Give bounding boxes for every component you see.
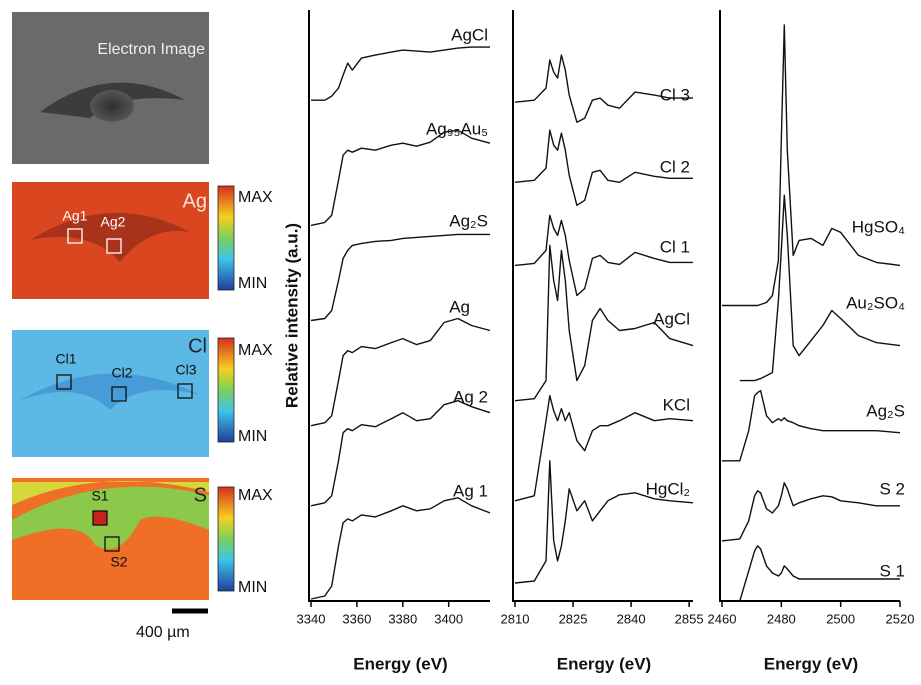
spectrum-line <box>739 194 901 382</box>
map-element: S <box>194 484 207 506</box>
spectrum-line <box>310 233 490 322</box>
cl-map: Cl Cl1 Cl2 Cl3 MAX MIN <box>12 330 273 457</box>
region-box <box>56 374 72 390</box>
series-label: Cl 3 <box>660 85 690 104</box>
color-bar-min: MIN <box>238 579 267 596</box>
series-label: HgSO₄ <box>852 217 905 236</box>
series-label: Ag₂S <box>866 401 905 420</box>
spectrum-line <box>722 389 901 462</box>
color-bar-min: MIN <box>238 428 267 445</box>
color-bar <box>217 486 235 592</box>
spectrum-line <box>514 54 693 123</box>
spectrum-line <box>514 129 693 206</box>
spectrum-line <box>514 214 693 297</box>
region-box <box>67 228 83 244</box>
region-label: S2 <box>110 554 127 570</box>
spectrum-line <box>310 497 491 600</box>
color-bar <box>217 185 235 291</box>
x-tick-label: 3400 <box>434 611 463 626</box>
region-label: Cl2 <box>111 365 132 381</box>
series-label: Cl 2 <box>660 157 690 176</box>
spectrum-line <box>310 129 491 227</box>
s-map: S S1 S2 MAX MIN <box>12 478 273 600</box>
color-bar-max: MAX <box>238 342 273 359</box>
series-label: HgCl₂ <box>646 479 690 498</box>
region-label: S1 <box>91 488 108 504</box>
x-tick-label: 3360 <box>342 611 371 626</box>
ag-map: Ag Ag1 Ag2 MAX MIN <box>12 182 273 299</box>
map-feature <box>20 373 200 410</box>
map-title: Electron Image <box>97 41 205 58</box>
color-bar-max: MAX <box>238 487 273 504</box>
spectrum-line <box>721 482 900 542</box>
series-label: Ag₉₅Au₅ <box>426 119 488 138</box>
region-box <box>106 238 122 254</box>
series-label: Ag 1 <box>453 481 488 500</box>
series-label: Ag₂S <box>449 211 488 230</box>
x-tick-label: 3380 <box>388 611 417 626</box>
x-axis-label: Energy (eV) <box>764 654 858 673</box>
spectrum-line <box>311 46 490 101</box>
map-feature <box>12 486 209 550</box>
x-axis-label: Energy (eV) <box>353 654 447 673</box>
region-label: Ag1 <box>63 208 88 224</box>
color-bar-min: MIN <box>238 275 267 292</box>
x-tick-label: 2520 <box>886 611 915 626</box>
series-label: KCl <box>663 395 690 414</box>
series-label: S 2 <box>879 479 905 498</box>
series-label: AgCl <box>653 309 690 328</box>
region-label: Ag2 <box>101 214 126 230</box>
x-tick-label: 2825 <box>559 611 588 626</box>
region-label: Cl3 <box>175 362 196 378</box>
spectrum-line <box>722 24 901 307</box>
electron-image: Electron Image <box>12 12 209 164</box>
spectrum-line <box>739 545 900 602</box>
spectrum-line <box>514 460 694 584</box>
map-feature <box>30 212 190 262</box>
x-tick-label: 2810 <box>501 611 530 626</box>
region-box <box>177 383 193 399</box>
y-axis-label: Relative intensity (a.u.) <box>282 223 301 408</box>
x-tick-label: 2460 <box>708 611 737 626</box>
x-tick-label: 3340 <box>297 611 326 626</box>
x-tick-label: 2500 <box>826 611 855 626</box>
map-element: Cl <box>188 335 207 357</box>
x-tick-label: 2480 <box>767 611 796 626</box>
series-label: S 1 <box>879 561 905 580</box>
spectrum-line <box>514 244 694 402</box>
x-tick-label: 2855 <box>675 611 704 626</box>
spectrum-line <box>514 395 694 502</box>
series-label: AgCl <box>451 25 488 44</box>
region-box <box>92 510 108 526</box>
map-element: Ag <box>183 190 207 212</box>
x-axis-label: Energy (eV) <box>557 654 651 673</box>
series-label: Au₂SO₄ <box>846 293 905 312</box>
region-box <box>111 386 127 402</box>
color-bar-max: MAX <box>238 189 273 206</box>
region-label: Cl1 <box>55 351 76 367</box>
x-tick-label: 2840 <box>617 611 646 626</box>
map-feature <box>12 481 209 505</box>
spectrum-line <box>310 400 491 507</box>
series-label: Ag 2 <box>453 387 488 406</box>
region-box <box>104 536 120 552</box>
scale-bar-label: 400 µm <box>136 624 190 641</box>
map-feature <box>90 90 134 122</box>
spectrum-line <box>310 317 491 427</box>
series-label: Ag <box>449 297 470 316</box>
series-label: Cl 1 <box>660 237 690 256</box>
color-bar <box>217 337 235 443</box>
